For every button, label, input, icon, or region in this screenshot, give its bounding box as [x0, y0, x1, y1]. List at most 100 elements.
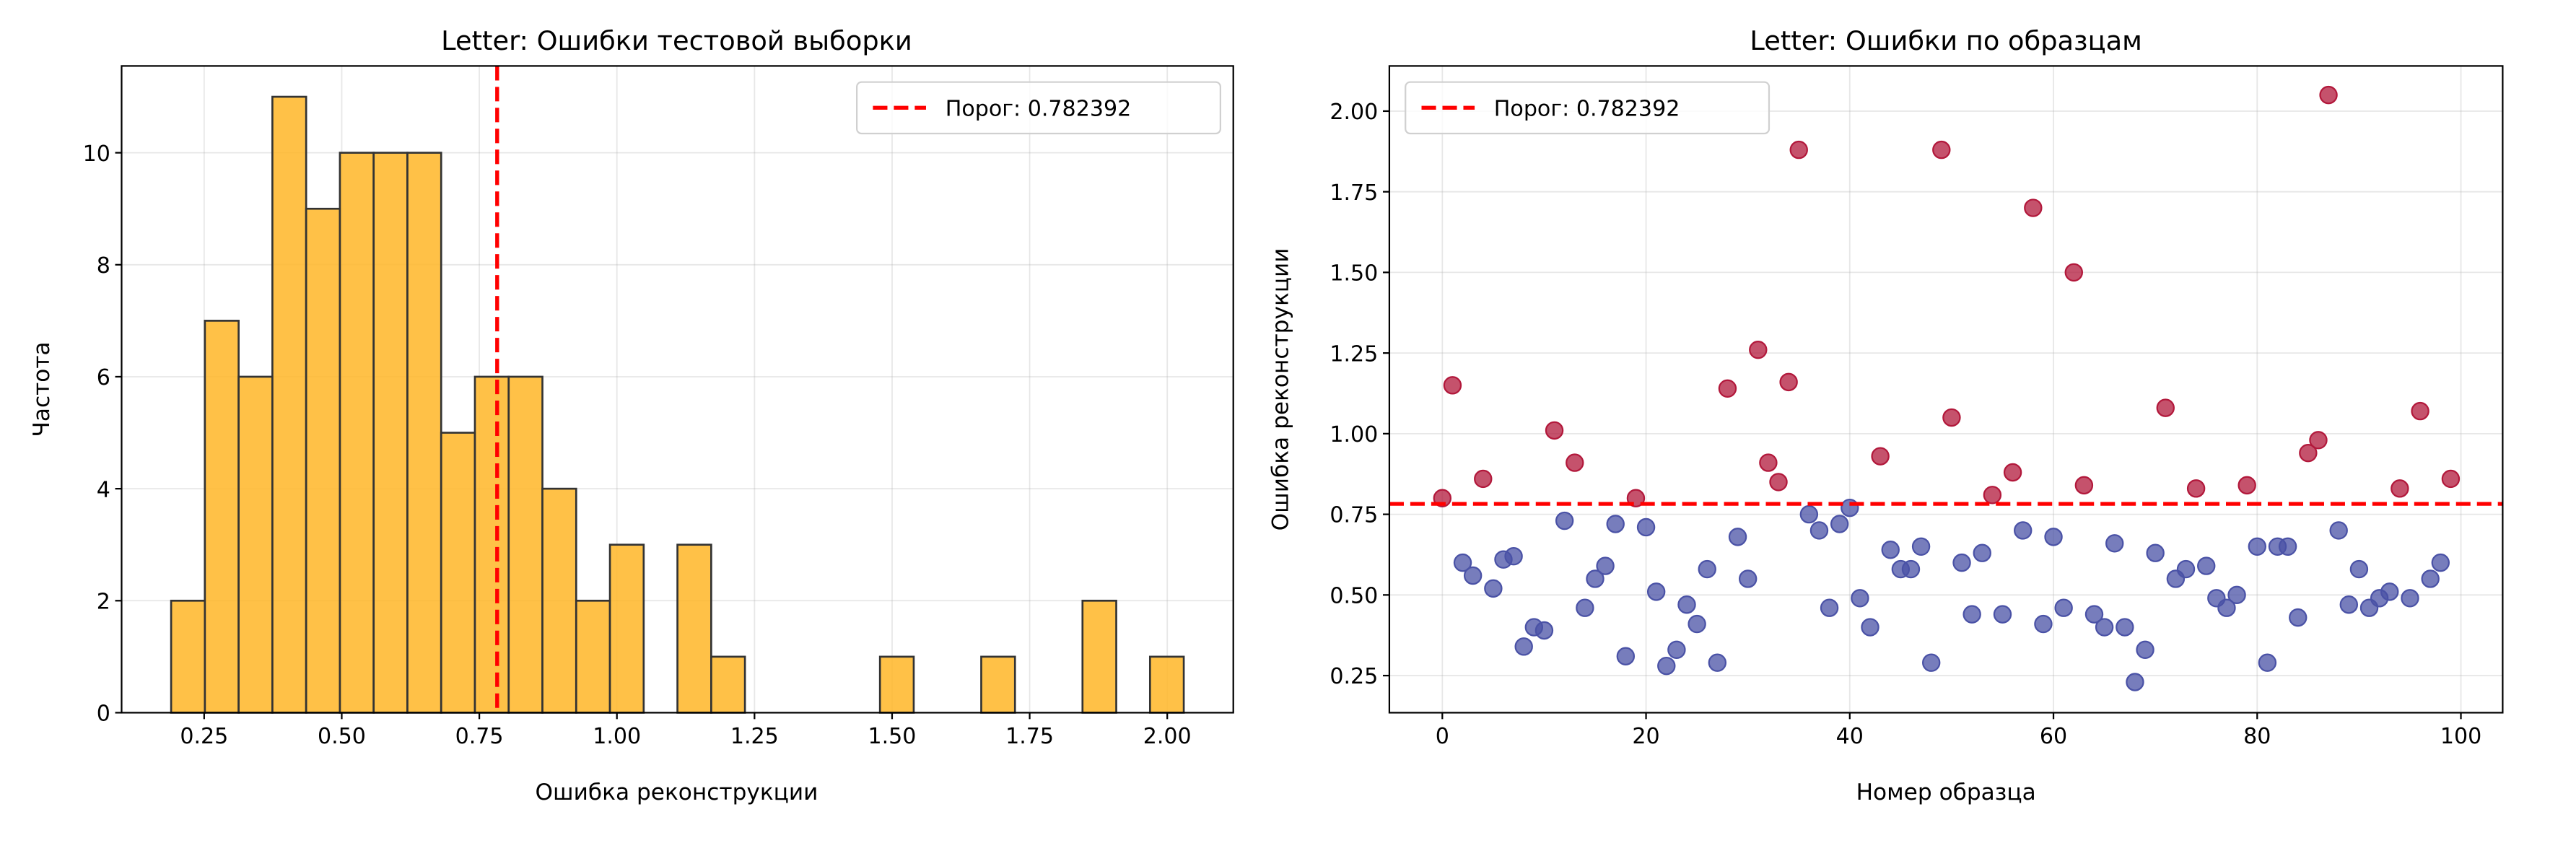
histogram-bars — [170, 95, 1185, 714]
histogram-title: Letter: Ошибки тестовой выборки — [441, 25, 912, 56]
histogram-chart: 0.25 0.50 0.75 1.00 1.25 1.50 1.75 2.000246810 … — [29, 25, 1234, 805]
scatter-xtick-label: 80 — [2243, 724, 2271, 749]
histogram-xtick-label: 0.50 — [318, 724, 366, 749]
scatter-point — [1484, 579, 1503, 598]
scatter-point — [1932, 140, 1951, 160]
scatter-title: Letter: Ошибки по образцам — [1750, 25, 2141, 56]
scatter-point — [1443, 376, 1462, 395]
scatter-point — [2003, 463, 2022, 482]
scatter-point — [2044, 528, 2063, 546]
scatter-point — [2299, 443, 2318, 463]
histogram-xtick-label: 0.25 — [180, 724, 228, 749]
histogram-bar — [372, 152, 409, 714]
scatter-point — [2054, 598, 2073, 617]
scatter-point — [1474, 469, 1493, 489]
histogram-bar — [676, 543, 712, 714]
scatter-point — [1576, 598, 1594, 617]
scatter-point — [1738, 569, 1758, 588]
scatter-point — [1921, 653, 1941, 672]
histogram-ylabel: Частота — [29, 341, 55, 437]
histogram-xtick-label: 1.25 — [730, 724, 779, 749]
scatter-point — [1728, 528, 1747, 546]
scatter-point — [1504, 546, 1523, 566]
scatter-point — [2197, 556, 2216, 575]
histogram-xtick-label: 1.00 — [593, 724, 641, 749]
scatter-point — [1809, 521, 1829, 540]
scatter-grid — [1389, 66, 2503, 713]
scatter-point — [2411, 401, 2429, 421]
scatter-point — [1952, 553, 1971, 572]
scatter-point — [1606, 515, 1625, 533]
scatter-point — [1759, 453, 1778, 472]
histogram-legend: Порог: 0.782392 — [856, 81, 1221, 135]
scatter-point — [2319, 85, 2338, 105]
histogram-ticks: 0.25 0.50 0.75 1.00 1.25 1.50 1.75 2.00 0 2 4 6 8 10 — [83, 141, 1192, 749]
scatter-point — [2329, 521, 2348, 540]
scatter-point — [1789, 140, 1808, 160]
histogram-xtick-label: 0.75 — [455, 724, 504, 749]
scatter-point — [1555, 511, 1574, 530]
scatter-point — [1534, 621, 1554, 640]
scatter-point — [1688, 614, 1706, 634]
scatter-point — [2278, 537, 2297, 556]
scatter-xtick-label: 40 — [1836, 724, 1864, 749]
scatter-point — [1993, 605, 2012, 624]
scatter-point — [1667, 640, 1686, 660]
histogram-bar — [575, 599, 611, 714]
histogram-ytick-label: 2 — [97, 589, 110, 614]
scatter-ytick-label: 0.75 — [1330, 503, 1378, 528]
histogram-bar — [710, 655, 746, 714]
histogram-ytick-label: 10 — [83, 141, 110, 167]
scatter-point — [1677, 595, 1696, 614]
scatter-point — [1616, 647, 1636, 665]
scatter-point — [2146, 543, 2165, 562]
histogram-bar — [1148, 655, 1185, 714]
scatter-point — [2441, 469, 2461, 489]
scatter-point — [2136, 640, 2154, 660]
scatter-point — [2339, 595, 2359, 614]
histogram-xtick-label: 2.00 — [1143, 724, 1192, 749]
scatter-point — [1799, 505, 1819, 524]
scatter-points — [1433, 85, 2461, 691]
histogram-bar — [1081, 599, 1117, 714]
scatter-point — [1830, 515, 1849, 533]
histogram-xtick-label: 1.50 — [868, 724, 916, 749]
scatter-ytick-label: 0.25 — [1330, 664, 1378, 689]
scatter-point — [1718, 379, 1737, 398]
scatter-point — [1779, 372, 1798, 392]
histogram-legend-label: Порог: 0.782392 — [946, 96, 1132, 121]
histogram-bar — [473, 375, 510, 714]
scatter-point — [2186, 479, 2206, 498]
scatter-point — [2217, 598, 2236, 617]
histogram-frame — [121, 65, 1234, 714]
scatter-xlabel: Номер образца — [1856, 779, 2036, 805]
scatter-point — [1861, 618, 1879, 637]
histogram-bar — [608, 543, 645, 714]
scatter-point — [2014, 521, 2033, 540]
scatter-point — [1871, 447, 1890, 466]
scatter-point — [1636, 517, 1656, 537]
histogram-bar — [204, 320, 240, 714]
scatter-point — [1881, 541, 1900, 559]
scatter-point — [1586, 569, 1604, 588]
scatter-point — [2024, 198, 2043, 217]
scatter-legend: Порог: 0.782392 — [1405, 81, 1771, 135]
scatter-point — [1646, 582, 1666, 601]
scatter-ytick-label: 1.50 — [1330, 261, 1378, 287]
histogram-bar — [271, 95, 307, 714]
scatter-ticks: 0 20 40 60 80 100 0.25 0.50 0.75 1.00 1.25 1.50 1.75… — [1330, 100, 2481, 749]
histogram-bar — [980, 655, 1016, 714]
histogram-bar — [440, 432, 476, 714]
scatter-xtick-label: 100 — [2440, 724, 2481, 749]
histogram-ytick-label: 0 — [97, 702, 110, 727]
histogram-bar — [170, 599, 206, 714]
scatter-point — [2349, 559, 2369, 579]
scatter-point — [2084, 605, 2104, 624]
histogram-bar — [305, 207, 341, 714]
scatter-point — [1657, 656, 1676, 676]
scatter-point — [2034, 614, 2053, 634]
scatter-point — [1514, 637, 1533, 656]
scatter-point — [1911, 537, 1931, 556]
scatter-xtick-label: 0 — [1436, 724, 1449, 749]
scatter-point — [1453, 553, 1472, 572]
